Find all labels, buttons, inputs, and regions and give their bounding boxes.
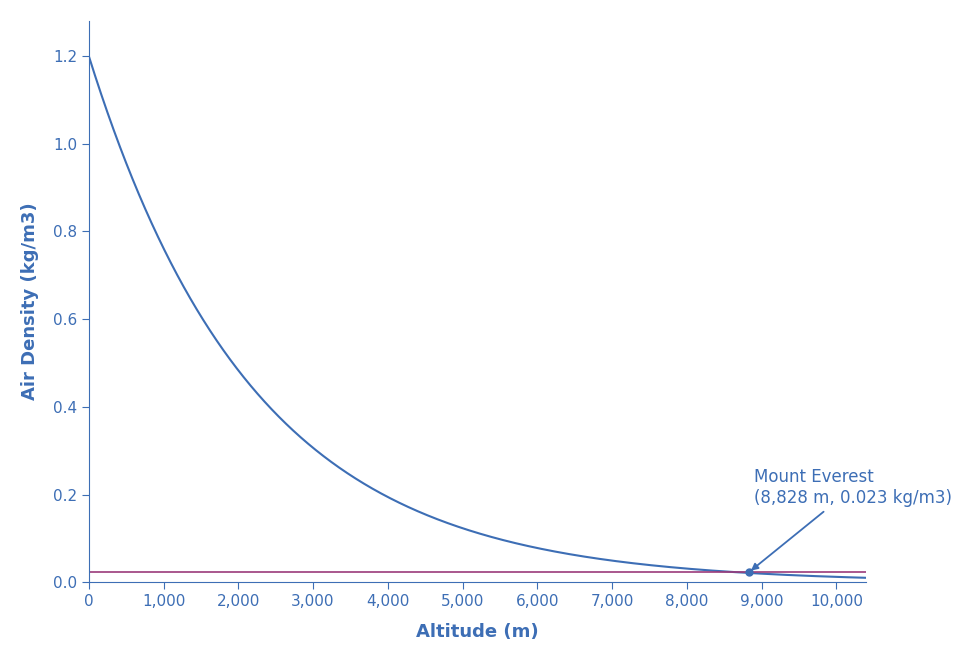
Text: Mount Everest
(8,828 m, 0.023 kg/m3): Mount Everest (8,828 m, 0.023 kg/m3) — [752, 469, 953, 569]
X-axis label: Altitude (m): Altitude (m) — [416, 623, 539, 641]
Y-axis label: Air Density (kg/m3): Air Density (kg/m3) — [20, 203, 39, 401]
